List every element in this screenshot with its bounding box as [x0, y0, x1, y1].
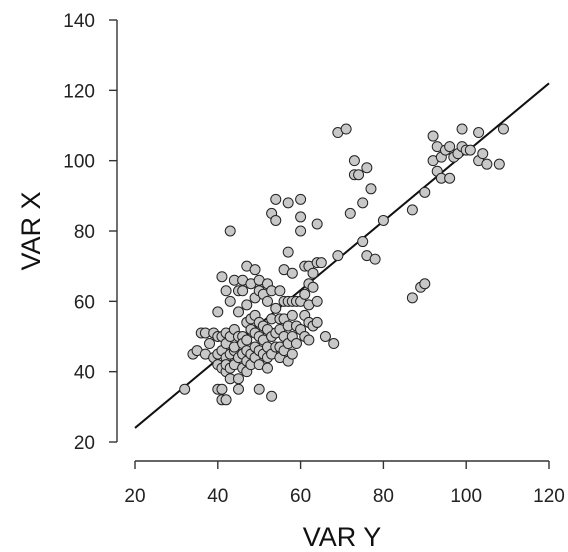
- y-tick-label: 140: [63, 11, 95, 32]
- x-tick-label: 80: [373, 486, 394, 507]
- data-point: [419, 186, 431, 198]
- data-point: [299, 288, 311, 300]
- data-point: [464, 144, 476, 156]
- data-point: [261, 362, 273, 374]
- x-tick-label: 100: [450, 486, 482, 507]
- data-point: [353, 169, 365, 181]
- data-point: [270, 302, 282, 314]
- data-point: [340, 123, 352, 135]
- data-point: [204, 338, 216, 350]
- data-point: [282, 246, 294, 258]
- y-tick-label: 80: [74, 222, 95, 243]
- data-point: [261, 295, 273, 307]
- data-point: [282, 197, 294, 209]
- data-point: [212, 306, 224, 318]
- data-point: [357, 236, 369, 248]
- data-point: [332, 250, 344, 262]
- data-point: [249, 264, 261, 276]
- y-tick-label: 20: [74, 433, 95, 454]
- data-point: [179, 383, 191, 395]
- data-point: [307, 267, 319, 279]
- data-point: [295, 211, 307, 223]
- axes: 20 40 60 80 100 120 140 20 40 60 80 100 120: [63, 11, 565, 507]
- data-point: [290, 338, 302, 350]
- data-point: [224, 225, 236, 237]
- data-point: [497, 123, 509, 135]
- data-point: [315, 257, 327, 269]
- data-point: [348, 155, 360, 167]
- data-point: [270, 193, 282, 205]
- data-point: [406, 204, 418, 216]
- data-point: [477, 148, 489, 160]
- x-tick-label: 20: [124, 486, 145, 507]
- data-point: [311, 218, 323, 230]
- data-point: [220, 285, 232, 297]
- y-tick-label: 100: [63, 152, 95, 173]
- data-point: [444, 141, 456, 153]
- y-tick-label: 40: [74, 363, 95, 384]
- data-point: [344, 207, 356, 219]
- data-point: [233, 383, 244, 395]
- data-point: [303, 334, 315, 346]
- data-point: [377, 214, 389, 226]
- data-point: [307, 281, 319, 293]
- data-point: [233, 373, 244, 385]
- data-point: [328, 338, 340, 350]
- data-point: [357, 197, 369, 209]
- data-point: [493, 158, 505, 170]
- data-point: [266, 390, 278, 402]
- data-point: [270, 214, 282, 226]
- data-point: [241, 299, 253, 311]
- data-point: [286, 348, 298, 360]
- data-point: [473, 127, 485, 139]
- data-point: [224, 295, 236, 307]
- data-point: [233, 306, 244, 318]
- y-axis-title: VAR X: [16, 191, 46, 270]
- data-point: [365, 183, 377, 195]
- data-point: [419, 278, 431, 290]
- x-tick-label: 60: [290, 486, 311, 507]
- data-point: [286, 267, 298, 279]
- data-point: [274, 285, 286, 297]
- y-tick-label: 60: [74, 292, 95, 313]
- data-point: [216, 271, 228, 283]
- x-axis-title: VAR Y: [303, 522, 382, 552]
- data-point: [295, 225, 307, 237]
- data-point: [311, 295, 323, 307]
- data-point: [444, 172, 456, 184]
- data-point: [319, 331, 331, 342]
- data-point: [361, 162, 373, 174]
- data-point: [253, 383, 265, 395]
- data-point: [406, 292, 418, 304]
- data-point: [216, 383, 228, 395]
- data-point: [369, 253, 381, 265]
- data-point: [481, 158, 493, 170]
- data-point: [456, 123, 468, 135]
- data-point: [220, 394, 232, 406]
- x-tick-label: 40: [207, 486, 228, 507]
- data-point: [286, 309, 298, 321]
- data-point: [427, 130, 439, 142]
- data-point: [241, 334, 253, 346]
- data-point: [295, 193, 307, 205]
- y-tick-label: 120: [63, 81, 95, 102]
- data-point: [311, 316, 323, 328]
- data-points: [179, 123, 509, 406]
- data-point: [237, 285, 249, 297]
- x-tick-label: 120: [533, 486, 565, 507]
